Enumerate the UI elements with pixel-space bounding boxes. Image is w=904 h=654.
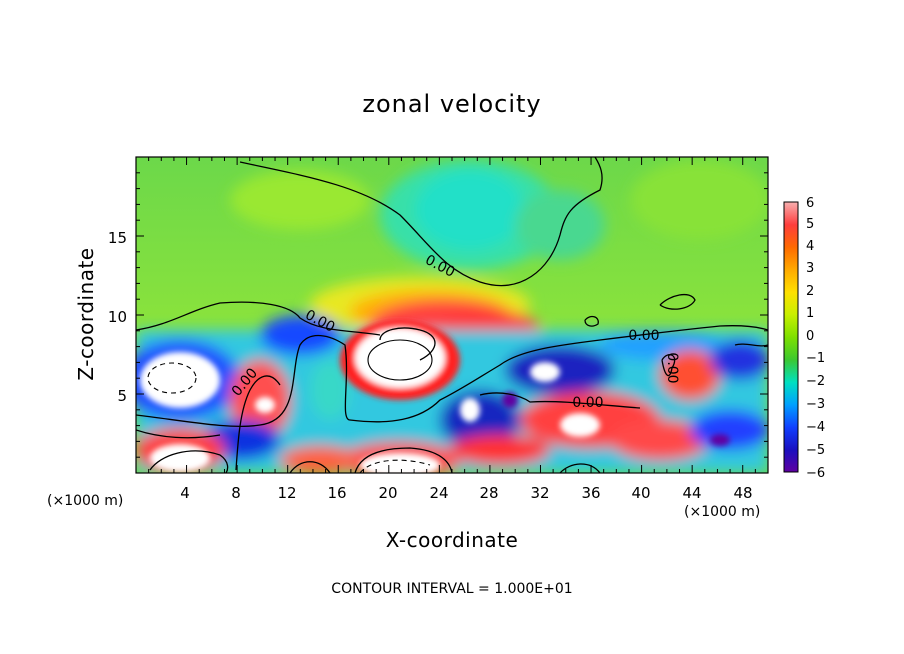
x-tick-label: 4 — [180, 484, 190, 502]
colorbar-labels: 6 5 4 3 2 1 0 −1 −2 −3 −4 −5 −6 — [806, 196, 825, 481]
colorbar-swatch — [784, 427, 798, 450]
heatmap-field: 0.00 0.00 0.00 0.00 0.00 0.00 — [136, 157, 768, 473]
colorbar — [784, 202, 798, 473]
colorbar-label: −4 — [806, 420, 825, 435]
x-unit-label-right: (×1000 m) — [684, 504, 760, 520]
x-tick-label: 40 — [631, 484, 650, 502]
colorbar-frame — [783, 201, 799, 473]
colorbar-label: −1 — [806, 351, 825, 366]
x-tick-label: 16 — [327, 484, 346, 502]
x-tick-label: 20 — [378, 484, 397, 502]
colorbar-swatch — [784, 202, 798, 225]
color-patches — [136, 160, 768, 473]
colorbar-label: 3 — [806, 261, 814, 276]
x-tick-label: 12 — [277, 484, 296, 502]
colorbar-swatch — [784, 269, 798, 293]
contour-interval-footer: CONTOUR INTERVAL = 1.000E+01 — [331, 581, 572, 597]
y-tick-label: 10 — [108, 308, 127, 326]
x-tick-labels: 4 8 12 16 20 24 28 32 36 40 44 48 — [180, 484, 752, 502]
colorbar-label: −2 — [806, 374, 825, 389]
y-tick-label: 15 — [108, 229, 127, 247]
colorbar-label: −5 — [806, 443, 825, 458]
colorbar-label: 0 — [806, 329, 814, 344]
contour-label: 0.00 — [664, 352, 680, 383]
x-unit-label: (×1000 m) — [47, 493, 123, 509]
colorbar-swatch — [784, 449, 798, 473]
chart-title: zonal velocity — [362, 90, 541, 118]
contour-label: 0.00 — [572, 395, 603, 411]
colorbar-swatch — [784, 382, 798, 405]
colorbar-label: −3 — [806, 397, 825, 412]
x-tick-label: 32 — [530, 484, 549, 502]
x-tick-label: 24 — [429, 484, 448, 502]
y-tick-marks — [136, 172, 768, 458]
colorbar-swatch — [784, 247, 798, 270]
y-axis-label: Z-coordinate — [74, 247, 98, 380]
colorbar-label: 5 — [806, 217, 814, 232]
x-tick-label: 8 — [231, 484, 241, 502]
x-tick-marks — [148, 157, 756, 473]
colorbar-label: −6 — [806, 466, 825, 481]
colorbar-swatch — [784, 314, 798, 338]
colorbar-label: 2 — [806, 284, 814, 299]
y-tick-label: 5 — [117, 387, 127, 405]
x-tick-label: 48 — [733, 484, 752, 502]
colorbar-label: 4 — [806, 239, 814, 254]
colorbar-swatch — [784, 292, 798, 315]
x-axis-label: X-coordinate — [386, 528, 519, 552]
colorbar-swatch — [784, 337, 798, 360]
contour-lines — [136, 157, 768, 473]
x-tick-label: 36 — [581, 484, 600, 502]
colorbar-swatch — [784, 224, 798, 248]
x-tick-label: 28 — [479, 484, 498, 502]
colorbar-swatch — [784, 404, 798, 428]
colorbar-label: 6 — [806, 196, 814, 211]
x-tick-label: 44 — [682, 484, 701, 502]
colorbar-swatch — [784, 359, 798, 383]
contour-label: 0.00 — [628, 328, 659, 344]
y-tick-labels: 5 10 15 — [108, 229, 127, 405]
colorbar-label: 1 — [806, 306, 814, 321]
